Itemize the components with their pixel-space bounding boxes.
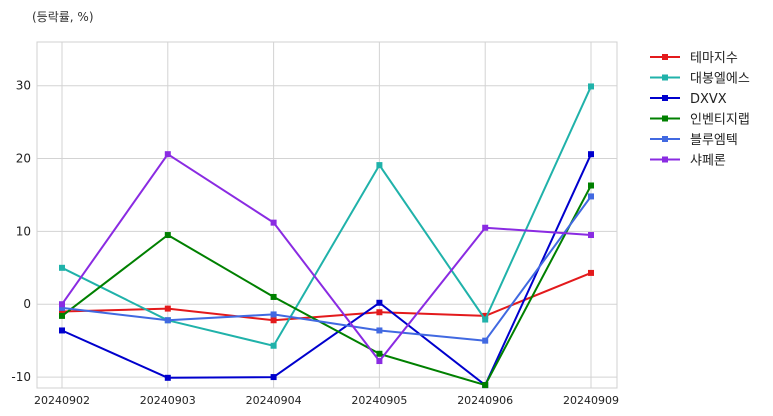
legend-marker	[662, 136, 668, 142]
y-tick-label: 10	[16, 224, 31, 238]
data-point	[164, 151, 171, 158]
data-point	[376, 358, 383, 365]
legend-label: 인벤티지랩	[690, 113, 750, 128]
data-point	[164, 374, 171, 381]
data-point	[164, 317, 171, 324]
legend-label: DXVX	[690, 92, 727, 107]
data-point	[588, 151, 594, 158]
data-point	[376, 309, 383, 316]
data-point	[270, 342, 277, 349]
data-point	[59, 301, 65, 308]
data-point	[270, 293, 277, 300]
series-line	[61, 185, 592, 387]
data-point	[482, 337, 489, 344]
legend-label: 샤페론	[690, 154, 726, 169]
x-tick-label: 20240902	[34, 394, 90, 407]
y-tick-label: -10	[11, 370, 31, 384]
legend-marker	[662, 115, 668, 122]
x-tick-label: 20240905	[351, 394, 407, 407]
legend-label: 블루엠텍	[690, 133, 738, 148]
data-point	[376, 350, 383, 357]
data-point	[376, 327, 383, 334]
data-point	[482, 382, 489, 389]
data-point	[588, 193, 594, 200]
y-tick-label: 20	[16, 152, 31, 166]
legend-label: 대봉엘에스	[690, 72, 750, 87]
y-tick-label: 0	[23, 297, 31, 311]
series-line	[61, 153, 592, 387]
data-point	[588, 269, 594, 276]
series-line	[61, 195, 592, 342]
data-point	[59, 264, 65, 271]
legend-label: 테마지수	[690, 51, 738, 66]
data-point	[59, 312, 65, 319]
data-point	[482, 312, 489, 319]
data-point	[59, 304, 65, 311]
data-point	[482, 224, 489, 231]
series-line	[61, 153, 592, 362]
data-point	[164, 232, 171, 239]
y-tick-label: 30	[16, 79, 31, 93]
data-point	[376, 162, 383, 169]
x-tick-label: 20240906	[457, 394, 513, 407]
legend-marker	[662, 74, 668, 81]
series-line	[61, 85, 592, 347]
series-line	[61, 271, 592, 322]
legend-marker	[662, 54, 668, 60]
y-unit-label: (등락률, %)	[32, 10, 94, 24]
legend-marker	[662, 95, 668, 101]
x-tick-label: 20240909	[563, 394, 619, 407]
data-point	[588, 83, 594, 90]
data-point	[482, 316, 489, 323]
data-point	[270, 311, 277, 318]
data-point	[270, 219, 277, 226]
plot-area	[36, 41, 618, 389]
data-point	[270, 317, 277, 324]
x-tick-label: 20240904	[246, 394, 302, 407]
x-tick-label: 20240903	[140, 394, 196, 407]
data-point	[164, 305, 171, 312]
data-point	[376, 299, 383, 306]
data-point	[588, 232, 594, 239]
data-point	[59, 327, 65, 334]
data-point	[270, 374, 277, 381]
data-point	[588, 182, 594, 189]
data-point	[59, 308, 65, 315]
legend-marker	[662, 156, 668, 163]
